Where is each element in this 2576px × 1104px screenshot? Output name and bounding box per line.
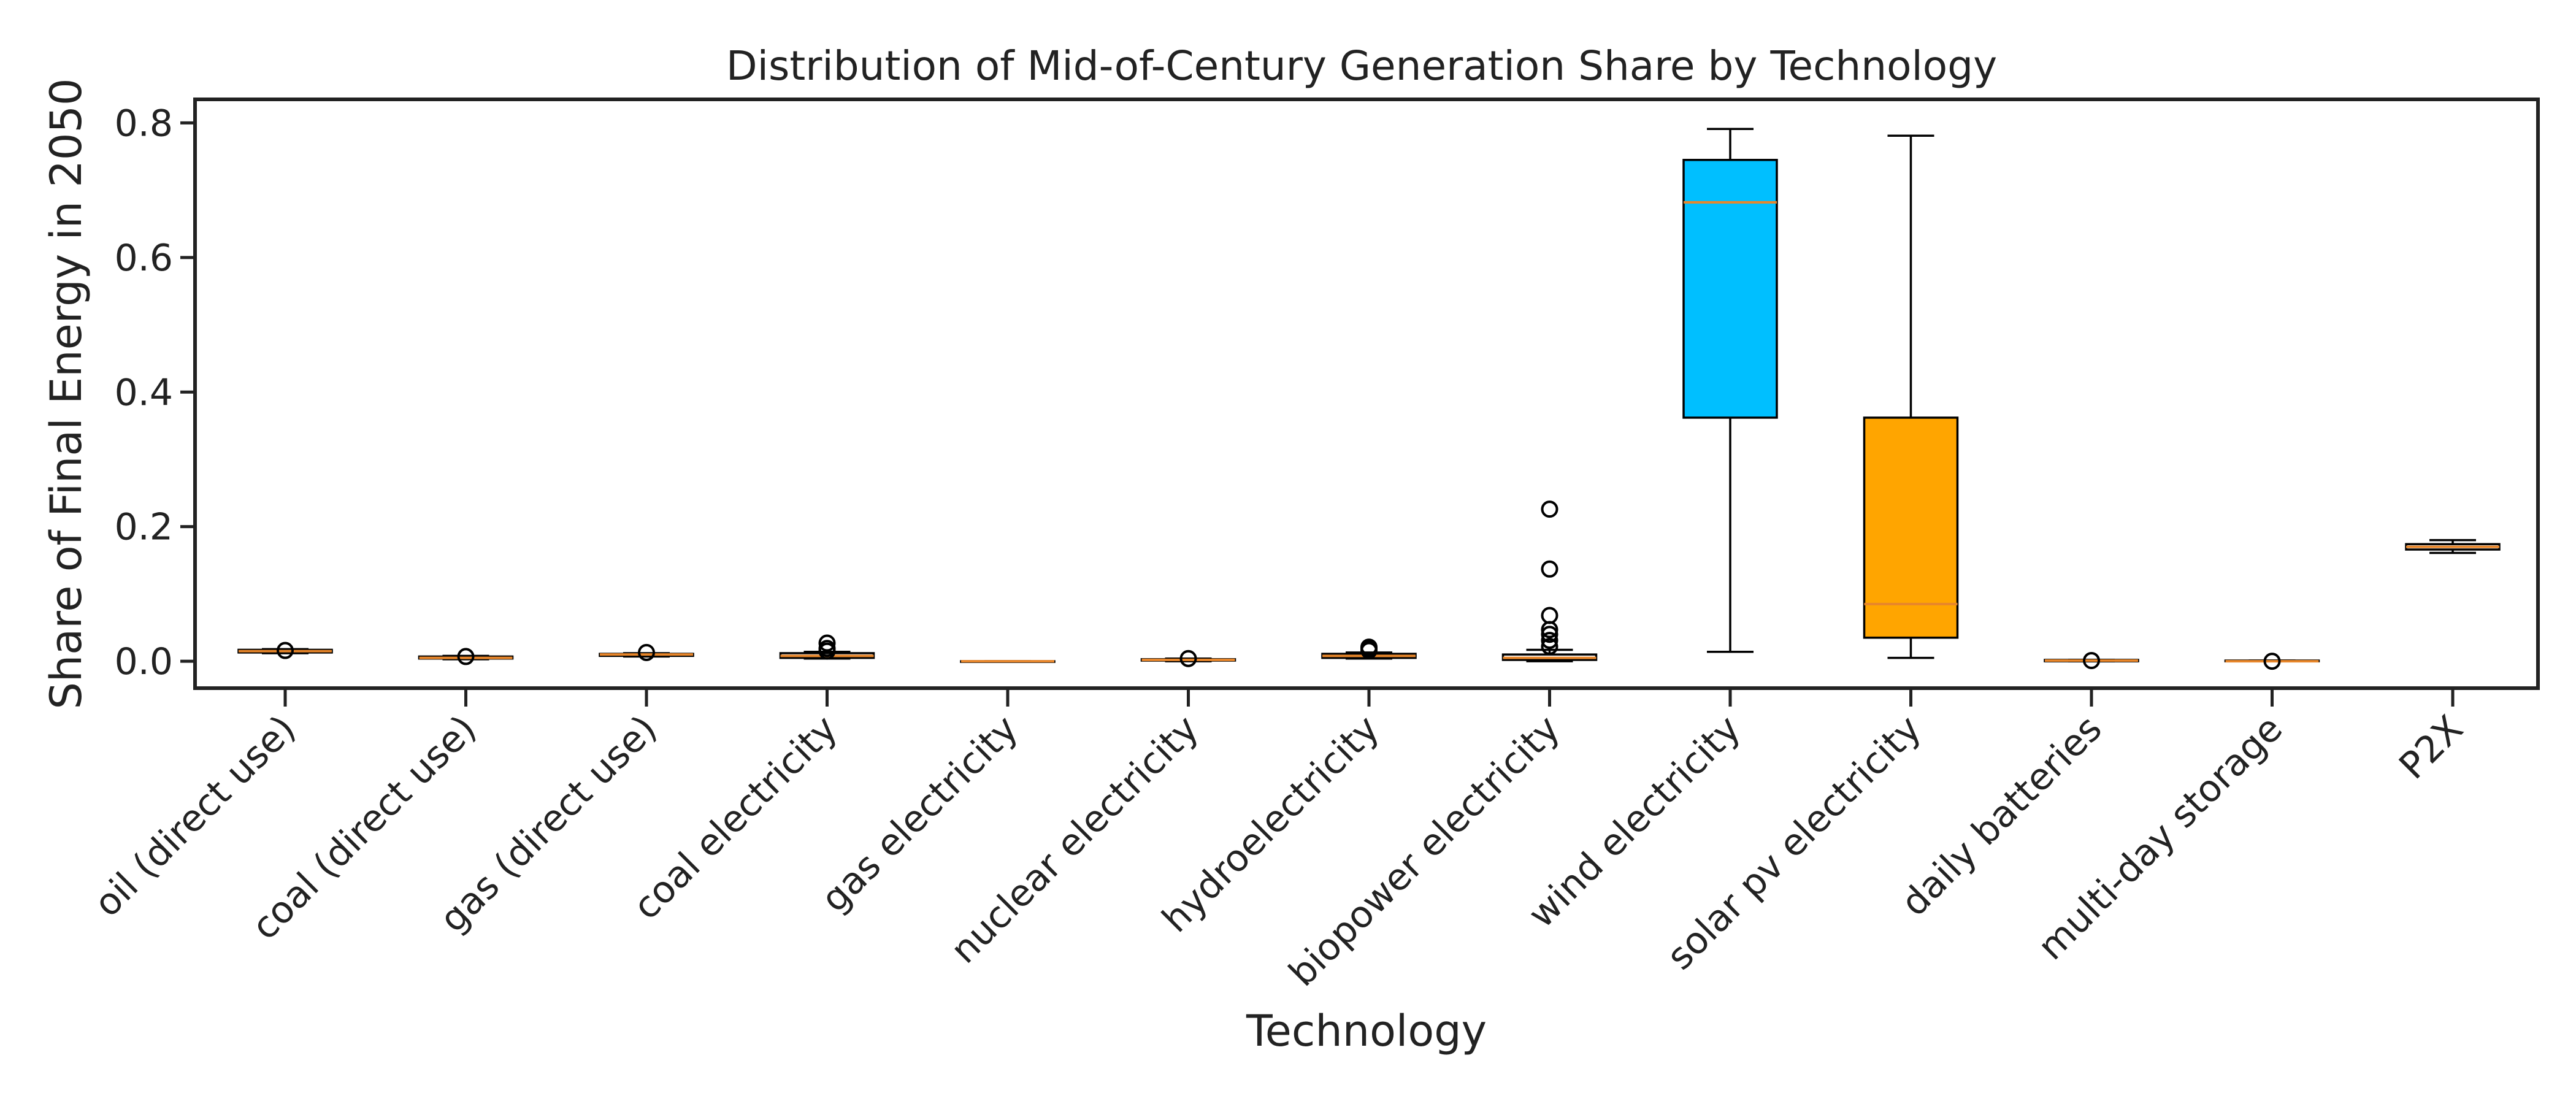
- y-tick-label: 0.8: [115, 102, 173, 145]
- outlier-point: [1179, 650, 1197, 667]
- y-tick-label: 0.4: [115, 371, 173, 414]
- box-group: [1321, 638, 1417, 660]
- box-iqr: [1863, 416, 1959, 639]
- box-group: [418, 648, 514, 665]
- outlier-point: [2083, 652, 2100, 670]
- outlier-point: [1541, 500, 1558, 518]
- box-group: [1501, 500, 1598, 662]
- outlier-point: [457, 648, 475, 665]
- outlier-point: [1541, 560, 1558, 578]
- outlier-point: [277, 642, 294, 659]
- plot-area: [237, 128, 2501, 670]
- box-group: [1682, 128, 1778, 653]
- outlier-point: [1541, 632, 1558, 650]
- outlier-point: [818, 640, 836, 657]
- box-group: [2405, 539, 2501, 554]
- y-tick-label: 0.2: [115, 506, 173, 549]
- box-group: [960, 660, 1056, 663]
- outlier-point: [638, 643, 655, 661]
- outlier-point: [1541, 637, 1558, 655]
- x-tick-label: P2X: [2391, 707, 2471, 788]
- outlier-point: [1541, 626, 1558, 643]
- x-axis-label: Technology: [1246, 1006, 1487, 1056]
- outlier-point: [2263, 653, 2281, 670]
- x-axis: oil (direct use)coal (direct use)gas (di…: [86, 688, 2472, 995]
- y-axis-label: Share of Final Energy in 2050: [41, 78, 91, 709]
- outlier-point: [1360, 638, 1378, 656]
- y-tick-label: 0.6: [115, 237, 173, 280]
- y-tick-label: 0.0: [115, 640, 173, 683]
- box-group: [1140, 650, 1236, 667]
- box-iqr: [1682, 158, 1778, 419]
- box-group: [599, 643, 694, 661]
- plot-frame: [193, 98, 2540, 690]
- box-group: [1863, 134, 1959, 659]
- chart-title: Distribution of Mid-of-Century Generatio…: [726, 42, 1997, 90]
- box-group: [237, 642, 333, 659]
- box-group: [2044, 652, 2139, 670]
- outlier-point: [818, 634, 836, 652]
- box-group: [779, 634, 875, 660]
- box-group: [2224, 653, 2320, 670]
- y-axis: 0.0 0.2 0.4 0.6 0.8: [115, 102, 195, 683]
- outlier-point: [1541, 607, 1558, 624]
